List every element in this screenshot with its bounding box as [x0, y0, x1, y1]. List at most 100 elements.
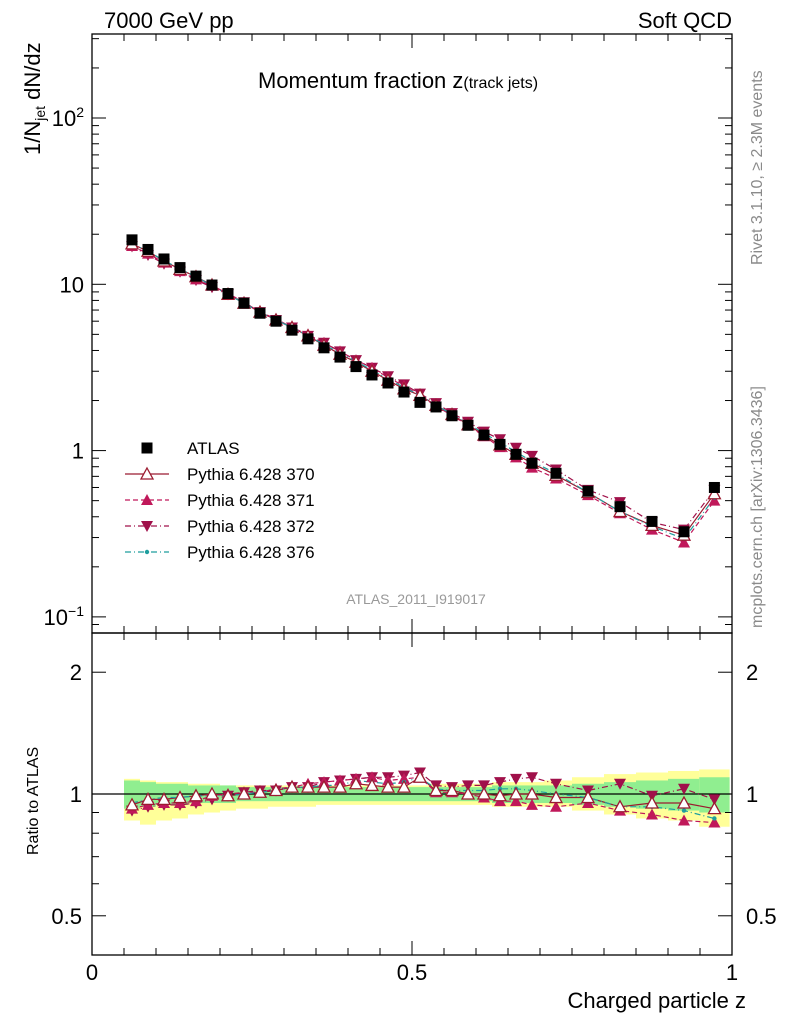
data-point: [238, 297, 250, 309]
ratio-y-tick-label: 0.5: [51, 904, 82, 929]
ratio-point: [646, 808, 658, 820]
ratio-point: [366, 771, 378, 783]
ratio-point: [612, 799, 628, 813]
ratio-point: [508, 786, 524, 800]
ratio-point: [712, 816, 717, 821]
data-point: [286, 324, 298, 336]
main-title-sub: (track jets): [463, 75, 538, 92]
ratio-y-tick-label-right: 1: [746, 782, 758, 807]
legend: ATLAS Pythia 6.428 370 Pythia 6.428 371 Pyt…: [125, 439, 315, 562]
data-point: [614, 501, 626, 513]
data-point: [707, 486, 722, 500]
ratio-point: [526, 798, 538, 810]
ratio-point: [476, 786, 492, 800]
data-point: [302, 333, 314, 345]
data-point: [398, 386, 410, 398]
main-panel: 10−1 1 10 102: [44, 33, 733, 634]
data-point: [646, 515, 658, 527]
rivet-label: Rivet 3.1.10, ≥ 2.3M events: [749, 70, 766, 265]
ratio-point: [156, 791, 172, 806]
data-point: [708, 494, 721, 506]
ratio-point: [510, 773, 522, 785]
data-point: [582, 485, 594, 497]
ratio-point: [268, 783, 284, 797]
data-point: [550, 467, 562, 479]
data-point: [462, 419, 474, 431]
data-point: [126, 234, 138, 246]
data-point: [414, 396, 426, 408]
ratio-point: [332, 779, 348, 793]
ratio-y-tick-label: 2: [70, 660, 82, 685]
y-tick-label: 10: [60, 272, 84, 297]
ratio-y-tick-label: 1: [70, 782, 82, 807]
ratio-point: [300, 779, 316, 793]
legend-label: Pythia 6.428 370: [187, 465, 315, 484]
ratio-point: [580, 790, 596, 804]
ratio-point: [204, 786, 220, 800]
x-tick-label: 0.5: [397, 960, 428, 985]
main-y-label-text: 1/N: [20, 121, 45, 155]
ratio-point: [428, 783, 444, 797]
ratio-point: [124, 797, 140, 811]
data-point: [430, 401, 442, 413]
ratio-point: [220, 788, 236, 802]
ratio-point: [348, 776, 364, 790]
y-tick-label: 10−1: [44, 603, 85, 630]
header-left: 7000 GeV pp: [104, 8, 234, 33]
y-tick-label: 102: [52, 104, 84, 131]
ratio-point: [644, 795, 660, 809]
data-point: [142, 243, 154, 255]
data-point: [270, 315, 282, 327]
ratio-point: [708, 794, 721, 806]
legend-label: Pythia 6.428 376: [187, 543, 315, 562]
data-point: [254, 307, 266, 319]
ratio-point: [526, 772, 538, 784]
data-point: [366, 369, 378, 381]
ratio-point: [412, 769, 428, 783]
ratio-point: [708, 816, 721, 828]
legend-label: ATLAS: [187, 439, 240, 458]
x-tick-label: 0: [86, 960, 98, 985]
ratio-point: [676, 795, 692, 809]
ratio-point: [396, 779, 412, 793]
ratio-point: [380, 779, 396, 793]
legend-marker: [144, 549, 150, 555]
ratio-point: [550, 800, 562, 812]
header-right: Soft QCD: [638, 8, 732, 33]
data-point: [678, 526, 690, 538]
ratio-point: [460, 786, 476, 800]
main-y-label-sub: jet: [32, 106, 48, 122]
ratio-point: [444, 783, 460, 797]
main-y-axis-label: 1/Njet dN/dz: [20, 42, 48, 155]
ratio-point: [510, 795, 522, 807]
ratio-point: [398, 772, 410, 784]
legend-label: Pythia 6.428 371: [187, 491, 315, 510]
ratio-y-tick-label-right: 0.5: [746, 904, 777, 929]
ratio-point: [316, 779, 332, 793]
data-point: [708, 481, 720, 493]
mcplots-label: mcplots.cern.ch [arXiv:1306.3436]: [749, 386, 766, 628]
data-point: [334, 351, 346, 363]
ratio-point: [548, 790, 564, 804]
ratio-point: [364, 778, 380, 792]
ratio-point: [188, 788, 204, 802]
data-point: [158, 253, 170, 265]
data-point: [222, 288, 234, 300]
ratio-y-axis-label: Ratio to ATLAS: [25, 747, 42, 855]
x-tick-label: 1: [726, 960, 738, 985]
ratio-point: [462, 780, 474, 792]
data-point: [510, 448, 522, 460]
ratio-point: [550, 778, 562, 790]
data-point: [526, 457, 538, 469]
ratio-point: [252, 784, 268, 798]
legend-marker: [141, 442, 153, 454]
data-point: [190, 270, 202, 282]
data-point: [446, 410, 458, 422]
ratio-point: [681, 808, 687, 813]
legend-label: Pythia 6.428 372: [187, 517, 315, 536]
legend-marker: [141, 521, 153, 532]
data-point: [382, 377, 394, 389]
ratio-point: [140, 791, 156, 806]
data-point: [206, 279, 218, 291]
ratio-point: [524, 786, 540, 800]
